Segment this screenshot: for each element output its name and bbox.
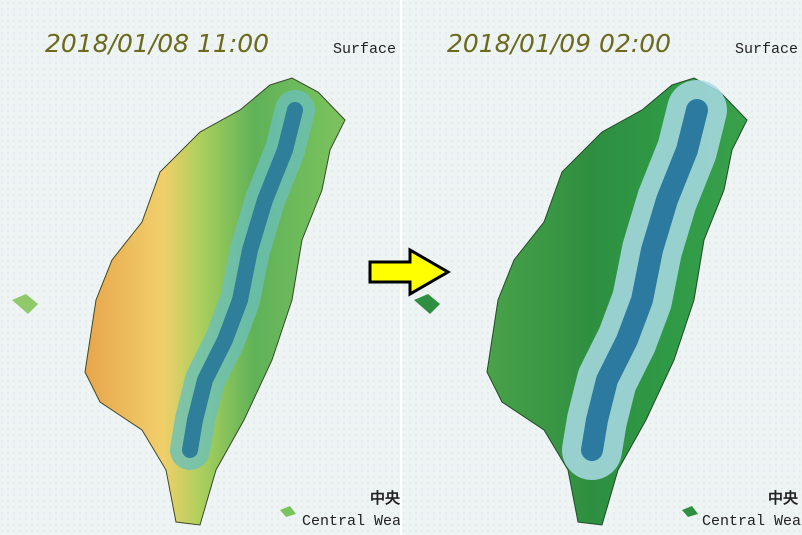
credit-zh: 中央 bbox=[768, 489, 799, 507]
credit-zh: 中央 bbox=[370, 489, 401, 507]
islet bbox=[414, 294, 440, 314]
islet bbox=[280, 506, 296, 517]
islet bbox=[682, 506, 698, 517]
credit-en: Central Weat bbox=[302, 513, 410, 530]
islet bbox=[12, 294, 38, 314]
credit-en: Central Weat bbox=[702, 513, 802, 530]
timestamp: 2018/01/08 11:00 bbox=[45, 29, 269, 58]
layer-label: Surface bbox=[333, 41, 396, 58]
timestamp: 2018/01/09 02:00 bbox=[447, 29, 671, 58]
right-panel: 2018/01/09 02:00 Surface 中央 Central Weat bbox=[402, 0, 802, 535]
layer-label: Surface bbox=[735, 41, 798, 58]
arrow bbox=[368, 247, 451, 297]
left-panel: 2018/01/08 11:00 Surface 中央 Central Weat bbox=[0, 0, 410, 535]
